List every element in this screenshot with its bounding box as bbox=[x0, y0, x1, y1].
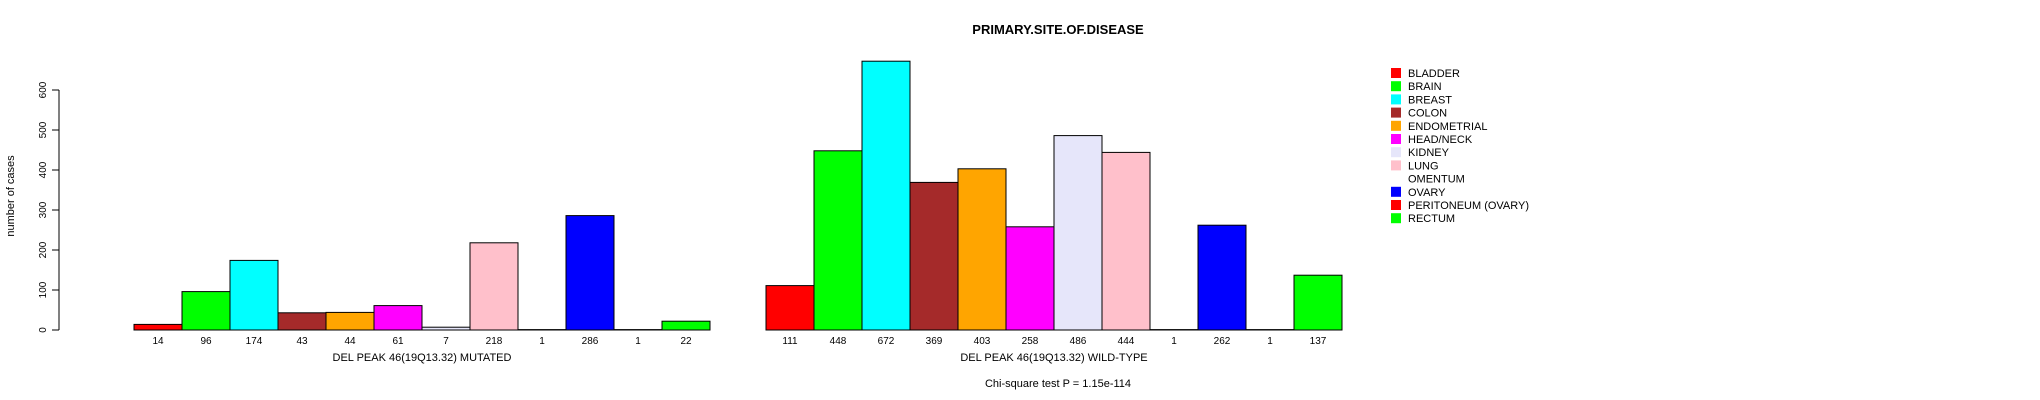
y-tick-label-100: 100 bbox=[38, 281, 49, 298]
bar-colon-mutated bbox=[277, 312, 327, 331]
count-label-kidney: 7 bbox=[443, 336, 449, 347]
count-label-colon: 43 bbox=[296, 336, 308, 347]
legend-swatch bbox=[1391, 200, 1401, 210]
legend-item-kidney: KIDNEY bbox=[1391, 147, 1450, 159]
legend-item-peritoneum-ovary: PERITONEUM (OVARY) bbox=[1391, 200, 1529, 212]
legend-swatch bbox=[1391, 107, 1401, 118]
count-label-rectum: 22 bbox=[680, 336, 692, 347]
bar-brain-mutated bbox=[181, 291, 231, 331]
count-label-bladder: 14 bbox=[152, 336, 164, 347]
count-label-colon: 369 bbox=[926, 336, 943, 347]
count-label-endometrial: 403 bbox=[974, 336, 991, 347]
count-label-brain: 96 bbox=[200, 336, 212, 347]
legend-swatch bbox=[1391, 94, 1401, 105]
count-label-endometrial: 44 bbox=[344, 336, 356, 347]
legend-label: OVARY bbox=[1408, 187, 1446, 199]
bar-kidney-mutated bbox=[421, 326, 471, 331]
legend-label: ENDOMETRIAL bbox=[1408, 121, 1487, 133]
group-label: DEL PEAK 46(19Q13.32) WILD-TYPE bbox=[960, 352, 1147, 364]
y-tick-label-500: 500 bbox=[38, 121, 49, 138]
y-tick-label-400: 400 bbox=[38, 161, 49, 178]
bar-brain-wild-type bbox=[813, 150, 863, 331]
legend-item-breast: BREAST bbox=[1391, 94, 1452, 106]
count-label-breast: 174 bbox=[246, 336, 263, 347]
legend-swatch bbox=[1391, 134, 1401, 144]
count-label-ovary: 286 bbox=[582, 336, 599, 347]
chart-title: PRIMARY.SITE.OF.DISEASE bbox=[972, 22, 1144, 37]
count-label-head-neck: 258 bbox=[1022, 336, 1039, 347]
legend-item-ovary: OVARY bbox=[1391, 186, 1446, 199]
y-tick-label-0: 0 bbox=[38, 327, 49, 333]
legend-label: LUNG bbox=[1408, 160, 1439, 172]
legend-item-lung: LUNG bbox=[1391, 160, 1439, 172]
legend-swatch bbox=[1391, 186, 1401, 197]
count-label-brain: 448 bbox=[830, 336, 847, 347]
legend-label: BLADDER bbox=[1408, 68, 1460, 80]
bar-colon-wild-type bbox=[909, 181, 959, 331]
y-tick-label-300: 300 bbox=[38, 201, 49, 218]
y-axis-label: number of cases bbox=[5, 155, 17, 237]
bar-bladder-mutated bbox=[133, 323, 183, 331]
y-tick-label-600: 600 bbox=[38, 81, 49, 98]
legend-item-bladder: BLADDER bbox=[1391, 68, 1460, 80]
legend-label: KIDNEY bbox=[1408, 147, 1450, 159]
legend-label: PERITONEUM (OVARY) bbox=[1408, 200, 1529, 212]
bar-group-del-peak-46-19q13-32-mutated: 14 96 174 43 44 61 7 218 1 286 1 22 DEL PEAK 46(19Q1… bbox=[133, 215, 711, 364]
count-label-omentum: 1 bbox=[539, 336, 545, 347]
count-label-lung: 218 bbox=[486, 336, 503, 347]
legend-swatch bbox=[1391, 213, 1401, 224]
bar-ovary-wild-type bbox=[1197, 224, 1247, 331]
count-label-head-neck: 61 bbox=[392, 336, 404, 347]
legend-swatch bbox=[1391, 120, 1401, 131]
legend-label: HEAD/NECK bbox=[1408, 134, 1473, 146]
bar-kidney-wild-type bbox=[1053, 135, 1103, 331]
count-label-omentum: 1 bbox=[1171, 336, 1177, 347]
count-label-breast: 672 bbox=[878, 336, 895, 347]
bar-rectum-wild-type bbox=[1293, 274, 1343, 331]
legend-item-rectum: RECTUM bbox=[1391, 213, 1455, 225]
y-axis: 0 100 200 300 400 500 600 bbox=[38, 81, 60, 333]
group-label: DEL PEAK 46(19Q13.32) MUTATED bbox=[333, 352, 512, 364]
bar-rectum-mutated bbox=[661, 320, 711, 331]
legend-item-brain: BRAIN bbox=[1391, 81, 1442, 93]
bar-ovary-mutated bbox=[565, 215, 615, 331]
bar-head-neck-mutated bbox=[373, 305, 423, 331]
count-label-lung: 444 bbox=[1118, 336, 1135, 347]
chi-square-annotation: Chi-square test P = 1.15e-114 bbox=[985, 378, 1131, 390]
count-label-ovary: 262 bbox=[1214, 336, 1231, 347]
legend-label: OMENTUM bbox=[1408, 174, 1465, 186]
count-label-peritoneum-ovary: 1 bbox=[635, 336, 641, 347]
y-tick-label-200: 200 bbox=[38, 241, 49, 258]
bar-endometrial-mutated bbox=[325, 311, 375, 331]
count-label-peritoneum-ovary: 1 bbox=[1267, 336, 1273, 347]
bar-breast-mutated bbox=[229, 259, 279, 331]
count-label-bladder: 111 bbox=[782, 336, 798, 347]
legend-label: RECTUM bbox=[1408, 213, 1455, 225]
legend-label: BREAST bbox=[1408, 94, 1452, 106]
count-label-rectum: 137 bbox=[1310, 336, 1327, 347]
legend-item-head-neck: HEAD/NECK bbox=[1391, 134, 1473, 146]
bar-groups: 14 96 174 43 44 61 7 218 1 286 1 22 DEL PEAK 46(19Q1… bbox=[133, 60, 1343, 364]
legend-swatch bbox=[1391, 68, 1401, 78]
bar-endometrial-wild-type bbox=[957, 168, 1007, 331]
legend-item-omentum: OMENTUM bbox=[1408, 174, 1465, 186]
bar-bladder-wild-type bbox=[765, 285, 815, 331]
legend-swatch bbox=[1391, 160, 1401, 171]
legend-item-colon: COLON bbox=[1391, 107, 1447, 120]
count-label-kidney: 486 bbox=[1070, 336, 1087, 347]
bar-lung-mutated bbox=[469, 242, 519, 331]
legend-swatch bbox=[1391, 147, 1401, 158]
bar-head-neck-wild-type bbox=[1005, 226, 1055, 331]
legend-label: COLON bbox=[1408, 108, 1447, 120]
bar-lung-wild-type bbox=[1101, 151, 1151, 331]
legend-item-endometrial: ENDOMETRIAL bbox=[1391, 120, 1487, 133]
legend-swatch bbox=[1391, 81, 1401, 92]
bar-group-del-peak-46-19q13-32-wild-type: 111 448 672 369 403 258 486 444 1 262 1 137 DEL PEAK… bbox=[765, 60, 1343, 364]
legend-label: BRAIN bbox=[1408, 81, 1442, 93]
bar-breast-wild-type bbox=[861, 60, 911, 331]
